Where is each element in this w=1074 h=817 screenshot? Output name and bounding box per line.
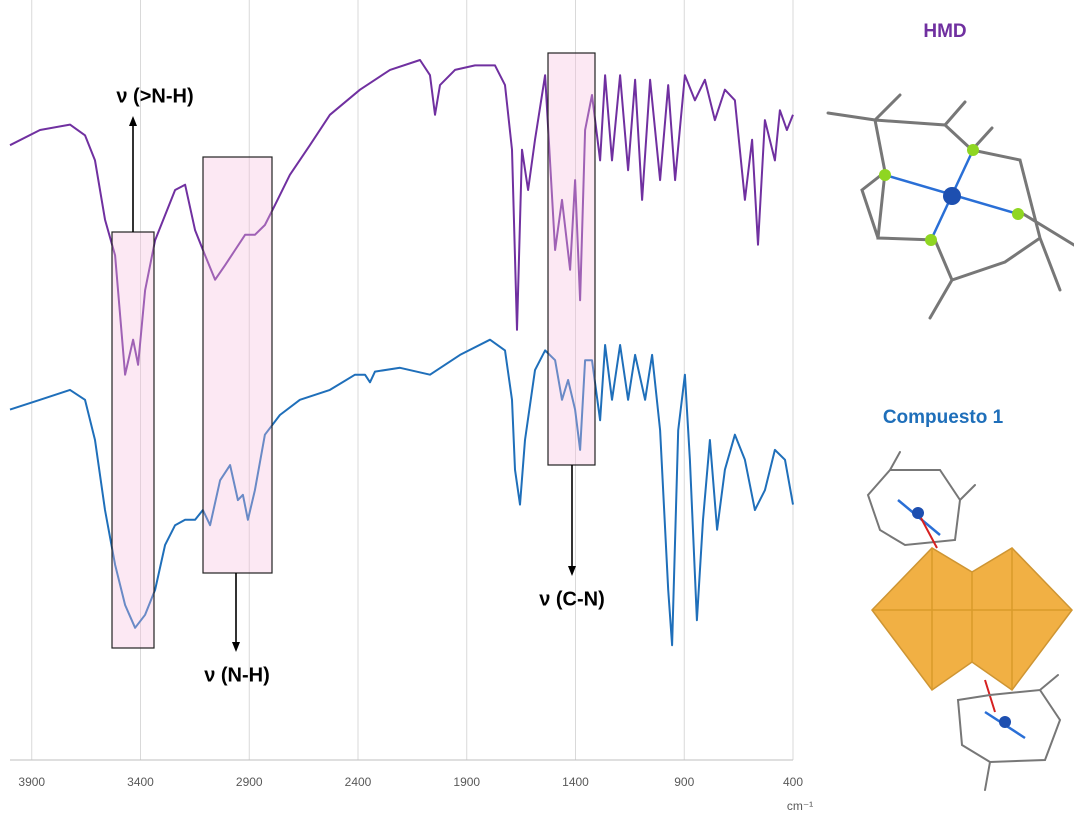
x-axis-label: cm⁻¹ [787, 799, 813, 813]
highlight-box [548, 53, 595, 465]
molecule-compound [868, 452, 1072, 790]
highlight-box [203, 157, 272, 573]
annotation: ν (C-N) [539, 588, 605, 610]
chart: ν (>N-H) ν (N-H) ν (C-N) HMD Compuesto 1… [0, 0, 1074, 817]
arrow-head [568, 566, 576, 576]
highlight-box [112, 232, 154, 648]
x-tick-label: 400 [783, 775, 803, 789]
arrow-head [232, 642, 240, 652]
x-tick-label: 2400 [345, 775, 372, 789]
arrow-head [129, 116, 137, 126]
annotation: ν (N-H) [204, 664, 270, 686]
x-tick-label: 3400 [127, 775, 154, 789]
x-tick-label: 2900 [236, 775, 263, 789]
series-label: HMD [923, 21, 966, 42]
series-label: Compuesto 1 [883, 407, 1004, 428]
molecule-hmd [828, 95, 1074, 318]
x-tick-label: 3900 [18, 775, 45, 789]
x-tick-label: 1400 [562, 775, 589, 789]
x-tick-label: 1900 [453, 775, 480, 789]
annotation: ν (>N-H) [116, 85, 193, 107]
x-tick-label: 900 [674, 775, 694, 789]
